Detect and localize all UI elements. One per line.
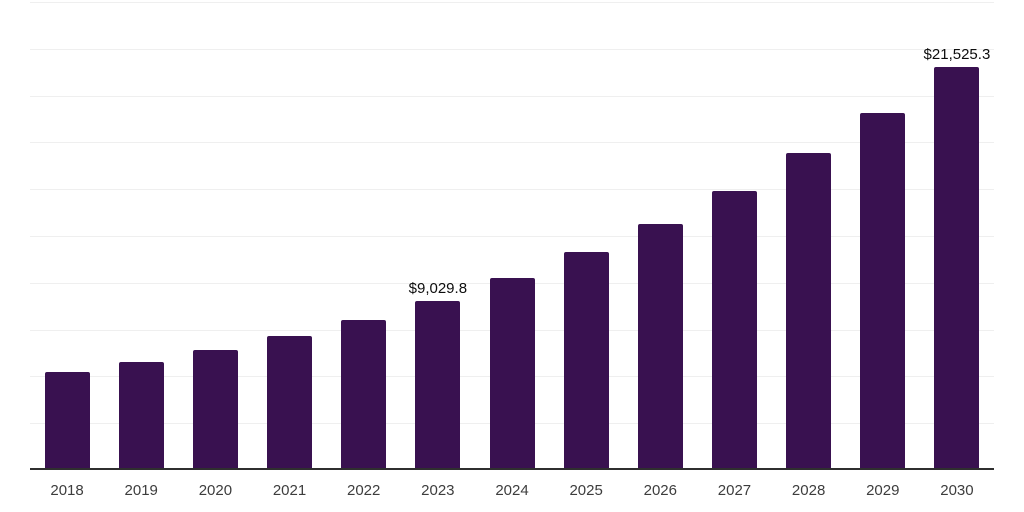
bar-2019 — [118, 361, 164, 468]
bar-2020 — [192, 350, 238, 468]
bar-2026 — [637, 223, 683, 468]
bar-2018 — [44, 371, 90, 468]
gridline — [30, 95, 994, 97]
bar-2025 — [563, 252, 609, 468]
data-label-2023: $9,029.8 — [408, 279, 468, 297]
x-tick-label-2023: 2023 — [421, 482, 455, 499]
gridline — [30, 48, 994, 50]
x-axis-labels: 2018 2019 2020 2021 2022 2023 2024 2025 2026 2027… — [30, 481, 994, 501]
bar-2023 — [415, 300, 461, 468]
x-tick-label-2024: 2024 — [495, 482, 529, 499]
plot-area: $9,029.8 $21,525.3 — [30, 2, 994, 470]
gridline — [30, 189, 994, 191]
gridline — [30, 142, 994, 144]
x-axis-line — [30, 468, 994, 470]
gridline — [30, 236, 994, 237]
x-tick-label-2021: 2021 — [272, 482, 307, 499]
bar-2021 — [267, 335, 313, 468]
x-tick-label-2027: 2027 — [717, 482, 752, 499]
gridline — [30, 2, 994, 3]
bar-2022 — [341, 320, 387, 468]
x-tick-label-2028: 2028 — [791, 482, 826, 499]
x-tick-label-2020: 2020 — [198, 482, 233, 499]
x-tick-label-2019: 2019 — [124, 482, 158, 499]
x-tick-label-2029: 2029 — [866, 482, 900, 499]
x-tick-label-2030: 2030 — [940, 482, 974, 499]
bar-2028 — [786, 153, 832, 468]
x-tick-label-2025: 2025 — [569, 482, 603, 499]
x-tick-label-2018: 2018 — [50, 482, 84, 499]
x-tick-label-2022: 2022 — [347, 482, 381, 499]
x-tick-label-2026: 2026 — [643, 482, 677, 499]
data-label-2030: $21,525.3 — [923, 46, 991, 64]
bar-2024 — [489, 277, 535, 468]
bar-2029 — [860, 113, 906, 468]
bar-2030 — [934, 67, 980, 468]
bar-2027 — [711, 191, 757, 468]
